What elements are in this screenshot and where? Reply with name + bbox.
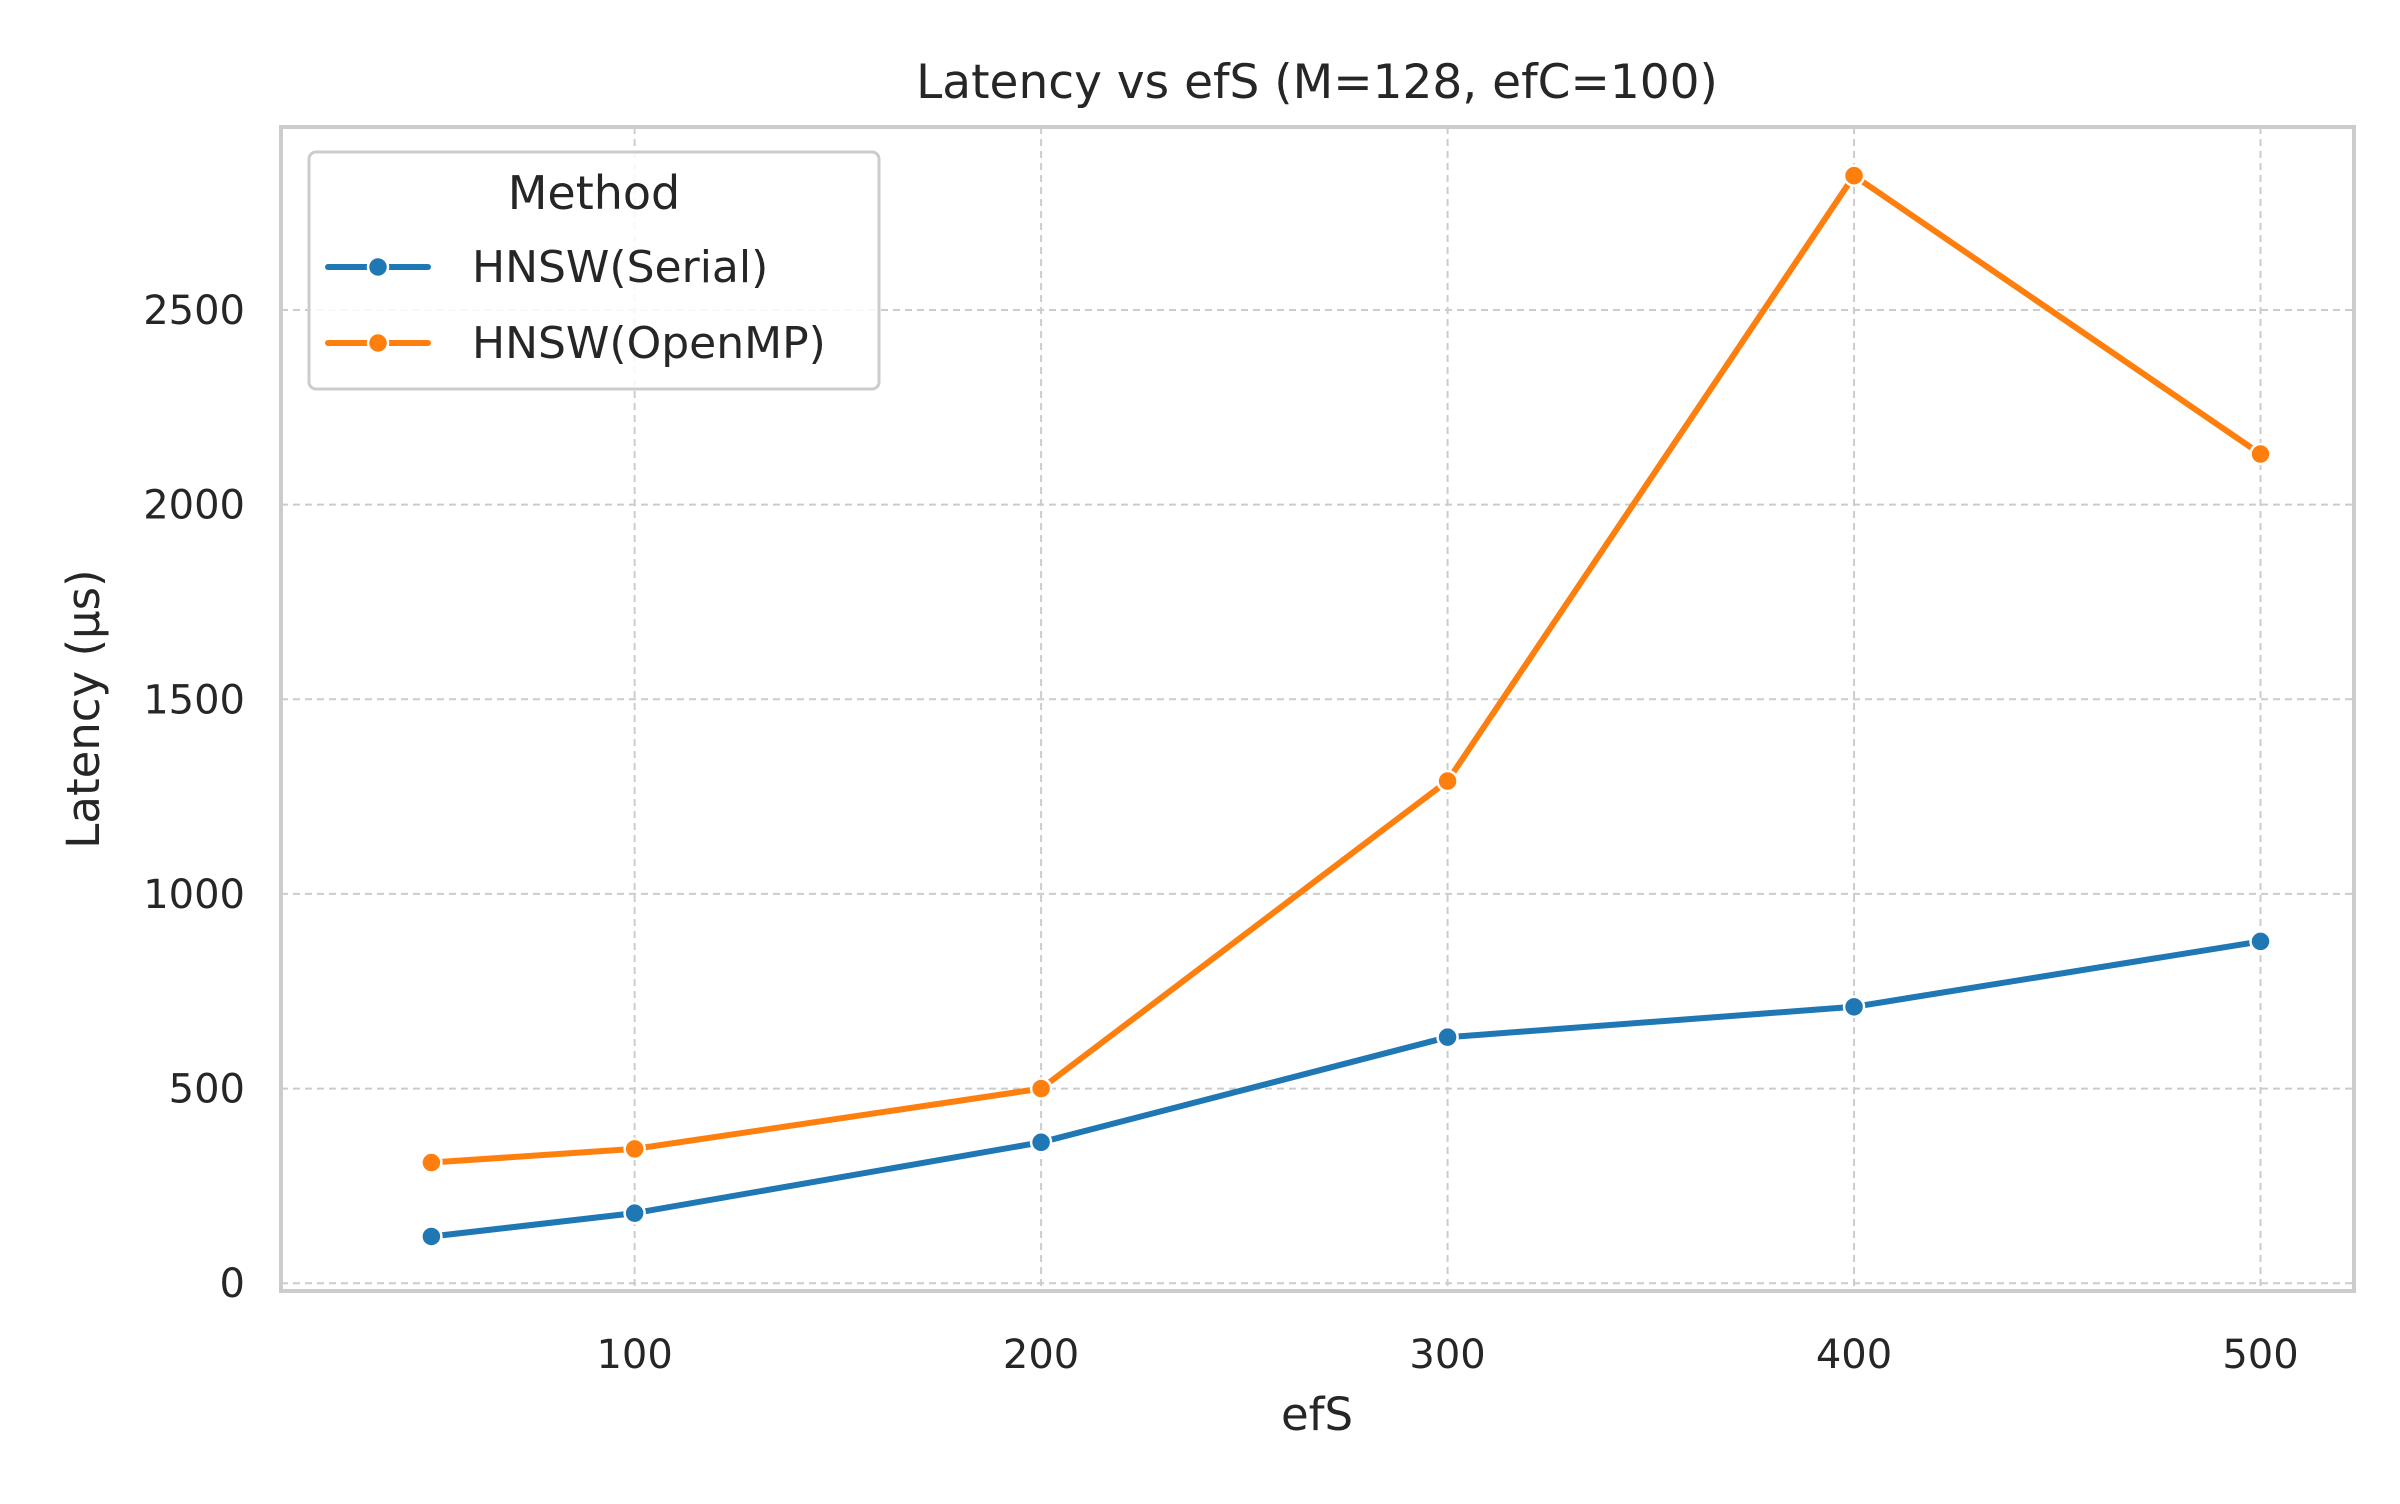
legend-swatch-marker xyxy=(366,331,390,355)
legend-label: HNSW(Serial) xyxy=(472,242,768,293)
plot-area-frame xyxy=(279,125,2356,1293)
grid-lines xyxy=(281,127,2354,1291)
data-point xyxy=(1436,769,1459,793)
data-point xyxy=(1029,1077,1053,1100)
data-point xyxy=(1842,164,1866,187)
x-tick-label: 400 xyxy=(1816,1332,1892,1378)
x-axis-ticks: 100 200 300 400 500 xyxy=(596,1332,2298,1378)
y-tick-label: 2500 xyxy=(143,288,245,334)
legend-item: HNSW(OpenMP) xyxy=(325,318,826,369)
data-point xyxy=(2249,442,2272,466)
legend-items: HNSW(Serial) HNSW(OpenMP) xyxy=(325,242,826,369)
x-tick-label: 500 xyxy=(2222,1332,2298,1378)
data-point xyxy=(420,1225,443,1248)
legend-label: HNSW(OpenMP) xyxy=(472,318,826,369)
legend-item: HNSW(Serial) xyxy=(325,242,768,293)
y-tick-label: 1500 xyxy=(143,677,245,723)
y-tick-label: 500 xyxy=(169,1067,245,1113)
data-point xyxy=(1436,1025,1459,1049)
data-point xyxy=(623,1137,646,1161)
data-series xyxy=(420,164,2272,1248)
y-tick-label: 0 xyxy=(220,1261,245,1307)
y-tick-label: 2000 xyxy=(143,483,245,529)
x-tick-label: 200 xyxy=(1003,1332,1079,1378)
y-axis-title: Latency (µs) xyxy=(57,569,110,848)
y-tick-label: 1000 xyxy=(143,872,245,918)
legend-title: Method xyxy=(508,166,681,220)
data-point xyxy=(1842,995,1866,1019)
chart-title: Latency vs efS (M=128, efC=100) xyxy=(916,55,1718,110)
x-axis-title: efS xyxy=(1281,1388,1353,1441)
series-2 xyxy=(420,164,2272,1174)
series-line xyxy=(428,938,2264,1240)
data-point xyxy=(623,1201,646,1225)
y-axis-ticks: 0 500 1000 1500 2000 2500 xyxy=(143,288,245,1307)
legend-swatch-marker xyxy=(366,255,390,279)
series-line xyxy=(428,172,2264,1166)
legend: Method HNSW(Serial) HNSW(OpenMP) xyxy=(307,150,881,391)
data-point xyxy=(420,1151,443,1174)
x-tick-label: 300 xyxy=(1409,1332,1485,1378)
series-1 xyxy=(420,930,2272,1248)
data-point xyxy=(1029,1131,1053,1154)
x-tick-label: 100 xyxy=(596,1332,672,1378)
legend-box xyxy=(307,150,881,391)
data-point xyxy=(2249,930,2272,953)
